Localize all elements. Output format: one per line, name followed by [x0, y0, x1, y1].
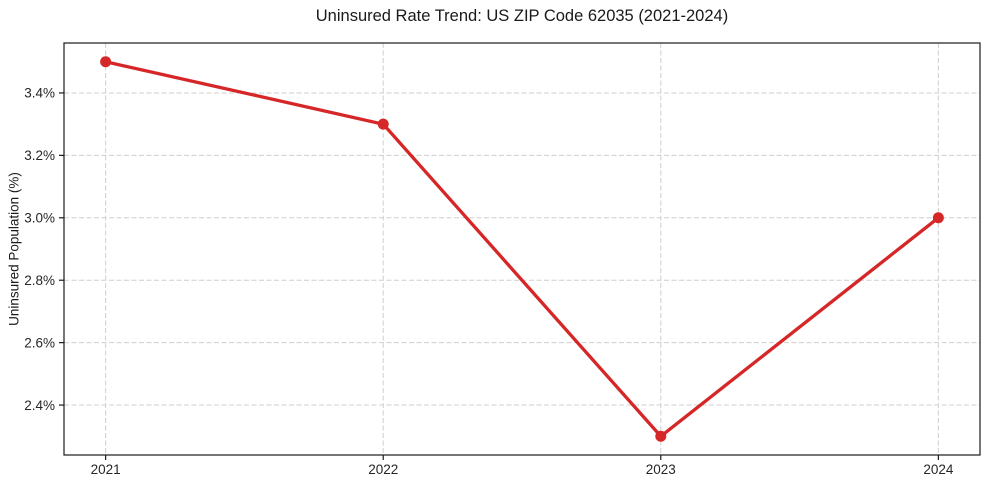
x-tick-label: 2023	[646, 462, 676, 477]
y-tick-label: 2.8%	[24, 273, 55, 288]
y-tick-label: 3.2%	[24, 148, 55, 163]
y-tick-label: 3.0%	[24, 210, 55, 225]
y-tick-label: 3.4%	[24, 86, 55, 101]
chart-title: Uninsured Rate Trend: US ZIP Code 62035 …	[315, 7, 729, 25]
x-tick-label: 2022	[368, 462, 398, 477]
data-point-marker	[100, 56, 112, 68]
data-point-marker	[932, 212, 944, 224]
y-tick-label: 2.6%	[24, 335, 55, 350]
x-tick-label: 2024	[923, 462, 954, 477]
data-point-marker	[377, 118, 389, 130]
axes-border	[63, 42, 981, 456]
line-series	[103, 60, 941, 438]
y-tick-label: 2.4%	[24, 398, 55, 413]
data-point-marker	[655, 430, 667, 442]
x-tick-label: 2021	[91, 462, 121, 477]
